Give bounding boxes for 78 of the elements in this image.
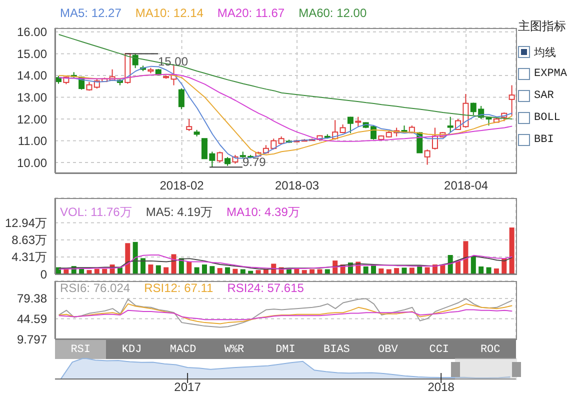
y-tick-label: 11.00 bbox=[18, 134, 48, 148]
y-tick-label: 44.59 bbox=[16, 312, 48, 326]
y-tick-label: 0 bbox=[40, 267, 48, 282]
y-tick-label: 10.00 bbox=[16, 156, 48, 170]
candlestick bbox=[347, 116, 354, 134]
series-label: RSI24: 57.615 bbox=[227, 281, 304, 295]
candlestick bbox=[186, 118, 192, 132]
text: MA10: 4.39万 bbox=[226, 204, 300, 221]
bar bbox=[202, 264, 207, 274]
y-tick-label: 8.63万 bbox=[12, 233, 47, 248]
bar bbox=[470, 256, 476, 274]
text: EXPMA bbox=[534, 68, 568, 80]
text: MA60: 12.00 bbox=[298, 6, 367, 20]
candlestick bbox=[178, 88, 184, 110]
candlestick bbox=[447, 116, 454, 133]
text: DMI bbox=[274, 342, 296, 358]
y-tick-label: 16.00 bbox=[16, 25, 48, 40]
text: MA10: 12.14 bbox=[135, 6, 204, 20]
candlestick bbox=[132, 53, 138, 69]
text: 主图指标 bbox=[518, 18, 567, 35]
series-label: VOL: 11.76万 bbox=[60, 204, 132, 221]
x-tick-label: 2018 bbox=[428, 380, 455, 394]
bar bbox=[125, 243, 130, 274]
annotation: 9.79 bbox=[242, 155, 266, 170]
bar bbox=[210, 266, 215, 274]
bar bbox=[394, 268, 400, 274]
text: CCI bbox=[428, 342, 450, 358]
y-tick-label: 15.00 bbox=[16, 46, 48, 61]
bar bbox=[402, 268, 407, 274]
bar bbox=[378, 268, 384, 274]
annotation: 15.00 bbox=[158, 54, 188, 69]
bar bbox=[148, 264, 154, 274]
line-series bbox=[58, 34, 513, 120]
bar bbox=[186, 262, 192, 274]
bar bbox=[156, 265, 161, 274]
y-tick-label: 12.00 bbox=[16, 112, 48, 126]
candlestick bbox=[424, 148, 430, 166]
text: ROC bbox=[479, 342, 502, 358]
bar bbox=[509, 227, 514, 274]
candlestick bbox=[508, 84, 515, 116]
text: MACD bbox=[168, 342, 198, 358]
y-tick-label: 9.797 bbox=[16, 332, 48, 346]
text: BOLL bbox=[534, 112, 560, 124]
bar bbox=[140, 258, 146, 274]
x-tick-label: 2018-02 bbox=[160, 178, 204, 193]
x-tick-label: 2018-04 bbox=[444, 178, 488, 193]
y-tick-label: 12.94万 bbox=[4, 216, 47, 230]
candlestick bbox=[216, 151, 223, 164]
bar bbox=[409, 268, 414, 274]
line-series bbox=[58, 309, 513, 320]
text: MA5: 4.19万 bbox=[146, 204, 213, 221]
text: SAR bbox=[534, 90, 554, 102]
y-tick-label: 4.31万 bbox=[12, 250, 47, 264]
series-label: RSI12: 67.11 bbox=[144, 281, 214, 295]
bar bbox=[463, 241, 468, 274]
y-tick-label: 13.00 bbox=[16, 90, 48, 104]
y-tick-label: 79.38 bbox=[16, 292, 48, 306]
text: KDJ bbox=[120, 342, 143, 358]
line-series bbox=[58, 298, 513, 328]
x-tick-label: 2018-03 bbox=[275, 178, 320, 193]
series-label: RSI6: 76.024 bbox=[60, 281, 130, 295]
bar bbox=[494, 268, 499, 274]
text: W%R bbox=[223, 342, 246, 358]
text: MA20: 11.67 bbox=[217, 6, 285, 20]
bar bbox=[217, 268, 222, 274]
y-tick-label: 14.00 bbox=[16, 68, 48, 83]
bar bbox=[363, 266, 368, 274]
text: RSI bbox=[55, 340, 106, 359]
text: BBI bbox=[534, 134, 554, 146]
x-tick-label: 2017 bbox=[174, 380, 202, 394]
text: 均线 bbox=[534, 46, 556, 60]
candlestick bbox=[355, 116, 362, 128]
text: OBV bbox=[377, 342, 399, 358]
bar bbox=[478, 266, 484, 274]
text: BIAS bbox=[322, 342, 351, 358]
text: MA5: 12.27 bbox=[60, 6, 122, 20]
line-series bbox=[58, 303, 513, 324]
bar bbox=[132, 242, 138, 274]
